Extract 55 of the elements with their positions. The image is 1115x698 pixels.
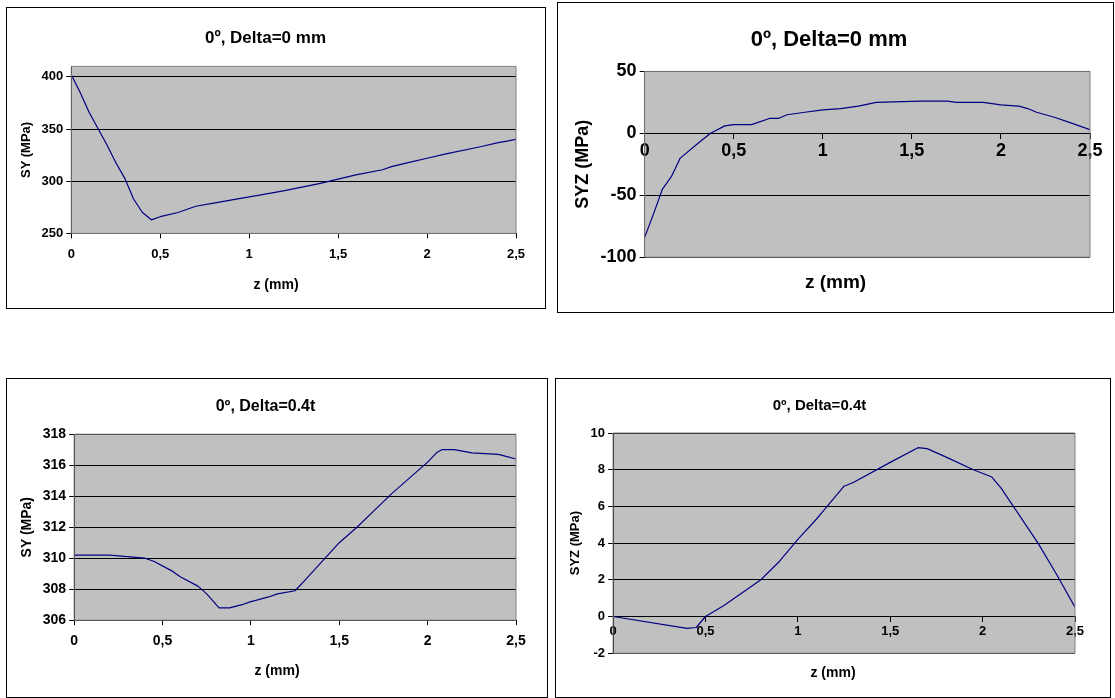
y-tick-label: 0 xyxy=(626,122,637,143)
y-tick-label: 6 xyxy=(597,497,606,513)
x-axis-title: z (mm) xyxy=(252,276,300,292)
y-tick-label: 0 xyxy=(597,608,606,624)
x-tick-label: 1 xyxy=(794,622,802,638)
x-axis-title: z (mm) xyxy=(809,664,857,680)
y-axis-title: SY (MPa) xyxy=(18,496,35,558)
x-tick-label: 2,5 xyxy=(506,245,526,261)
x-tick-label: 0,5 xyxy=(721,140,747,161)
x-tick-label: 0 xyxy=(70,632,79,649)
y-tick-label: 50 xyxy=(616,60,637,81)
x-tick-label: 0,5 xyxy=(151,245,170,261)
x-tick-label: 1 xyxy=(247,632,255,649)
x-tick-label: 1,5 xyxy=(329,632,350,649)
y-tick-label: 316 xyxy=(42,456,67,473)
y-tick-label: -50 xyxy=(610,184,637,205)
x-axis-title: z (mm) xyxy=(803,271,868,293)
x-tick-label: 1,5 xyxy=(881,622,900,638)
y-tick-label: -100 xyxy=(600,246,637,267)
y-tick-label: 306 xyxy=(42,611,67,628)
chart-title: 0º, Delta=0 mm xyxy=(750,26,908,52)
x-tick-label: 1,5 xyxy=(329,245,348,261)
x-tick-label: 0,5 xyxy=(152,632,173,649)
y-tick-label: 250 xyxy=(41,224,64,240)
y-tick-label: 400 xyxy=(41,68,64,84)
y-tick-label: 318 xyxy=(42,425,67,442)
y-axis-title: SYZ (MPa) xyxy=(571,119,592,209)
x-tick-label: 2 xyxy=(995,140,1006,161)
x-tick-label: 2 xyxy=(423,245,431,261)
y-axis-title: SYZ (MPa) xyxy=(567,510,583,576)
y-tick-label: 314 xyxy=(42,487,67,504)
y-tick-label: 300 xyxy=(41,172,64,188)
x-axis-title: z (mm) xyxy=(253,662,301,678)
y-tick-label: 8 xyxy=(597,461,606,477)
y-tick-label: 2 xyxy=(597,571,606,587)
x-tick-label: 2,5 xyxy=(1077,140,1103,161)
x-tick-label: 2,5 xyxy=(1065,622,1085,638)
x-tick-label: 1 xyxy=(817,140,828,161)
x-tick-label: 2 xyxy=(978,622,987,638)
x-tick-label: 2 xyxy=(423,632,432,649)
x-tick-label: 0,5 xyxy=(696,622,715,638)
x-tick-label: 2,5 xyxy=(506,632,526,649)
y-axis-title: SY (MPa) xyxy=(18,121,34,178)
y-tick-label: 308 xyxy=(42,580,67,597)
y-tick-label: 4 xyxy=(597,534,606,550)
y-tick-label: 310 xyxy=(42,549,67,566)
y-tick-label: 350 xyxy=(41,120,64,136)
y-tick-label: 10 xyxy=(590,424,606,440)
x-tick-label: 1 xyxy=(245,245,253,261)
chart-title: 0º, Delta=0.4t xyxy=(772,396,867,414)
y-tick-label: 312 xyxy=(42,518,67,535)
x-tick-label: 1,5 xyxy=(899,140,925,161)
chart-title: 0º, Delta=0.4t xyxy=(215,397,317,415)
y-tick-label: -2 xyxy=(593,644,606,660)
chart-title: 0º, Delta=0 mm xyxy=(204,27,327,47)
